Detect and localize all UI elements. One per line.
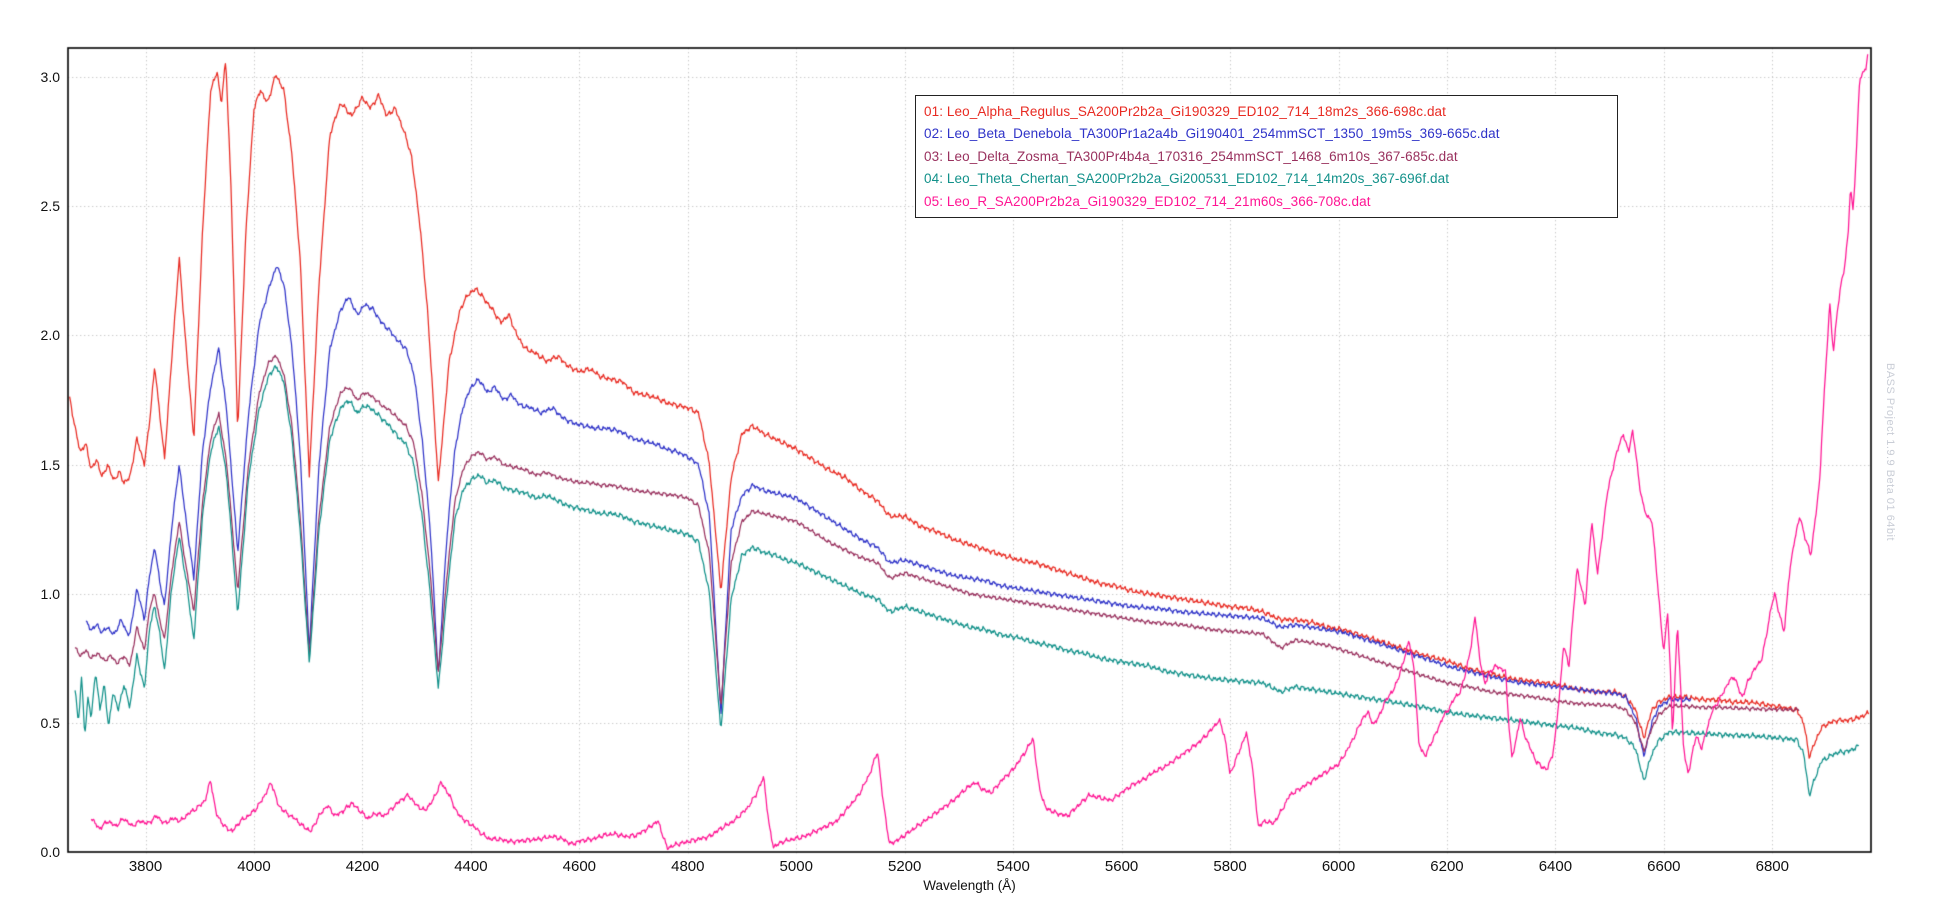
x-tick-label: 4600 [562, 858, 597, 875]
x-tick-label: 4000 [237, 858, 271, 875]
legend-entry[interactable]: 01: Leo_Alpha_Regulus_SA200Pr2b2a_Gi1903… [924, 104, 1447, 119]
y-tick-label: 2.0 [40, 327, 60, 344]
x-tick-label: 4200 [345, 858, 380, 875]
legend-entry[interactable]: 03: Leo_Delta_Zosma_TA300Pr4b4a_170316_2… [924, 148, 1458, 164]
x-tick-label: 4800 [671, 858, 705, 875]
legend-box[interactable]: 01: Leo_Alpha_Regulus_SA200Pr2b2a_Gi1903… [915, 95, 1618, 219]
y-tick-label: 0.0 [40, 844, 60, 860]
x-tick-label: 6400 [1538, 858, 1573, 875]
x-tick-label: 6600 [1647, 858, 1681, 875]
watermark-text: BASS Project 1.9.9 Beta 01 64bit [1884, 363, 1896, 542]
y-tick-label: 0.5 [40, 714, 60, 731]
legend-entry[interactable]: 05: Leo_R_SA200Pr2b2a_Gi190329_ED102_714… [924, 193, 1371, 209]
x-tick-label: 5600 [1104, 858, 1139, 875]
x-tick-label: 4400 [454, 858, 488, 875]
x-tick-label: 6000 [1321, 858, 1356, 875]
x-tick-label: 6200 [1430, 858, 1464, 875]
x-tick-label: 3800 [128, 858, 163, 875]
y-tick-label: 2.5 [40, 198, 60, 215]
x-tick-label: 5800 [1213, 858, 1247, 875]
x-tick-label: 5000 [779, 858, 813, 875]
x-tick-label: 6800 [1755, 858, 1789, 875]
x-tick-label: 5200 [888, 858, 922, 875]
legend-entry[interactable]: 04: Leo_Theta_Chertan_SA200Pr2b2a_Gi2005… [924, 171, 1450, 187]
y-tick-label: 1.0 [40, 585, 60, 602]
x-axis-title: Wavelength (Å) [923, 878, 1016, 893]
x-tick-label: 5400 [996, 858, 1030, 875]
legend-entry[interactable]: 02: Leo_Beta_Denebola_TA300Pr1a2a4b_Gi19… [924, 126, 1500, 142]
y-tick-label: 1.5 [40, 456, 60, 473]
y-tick-label: 3.0 [40, 69, 60, 86]
